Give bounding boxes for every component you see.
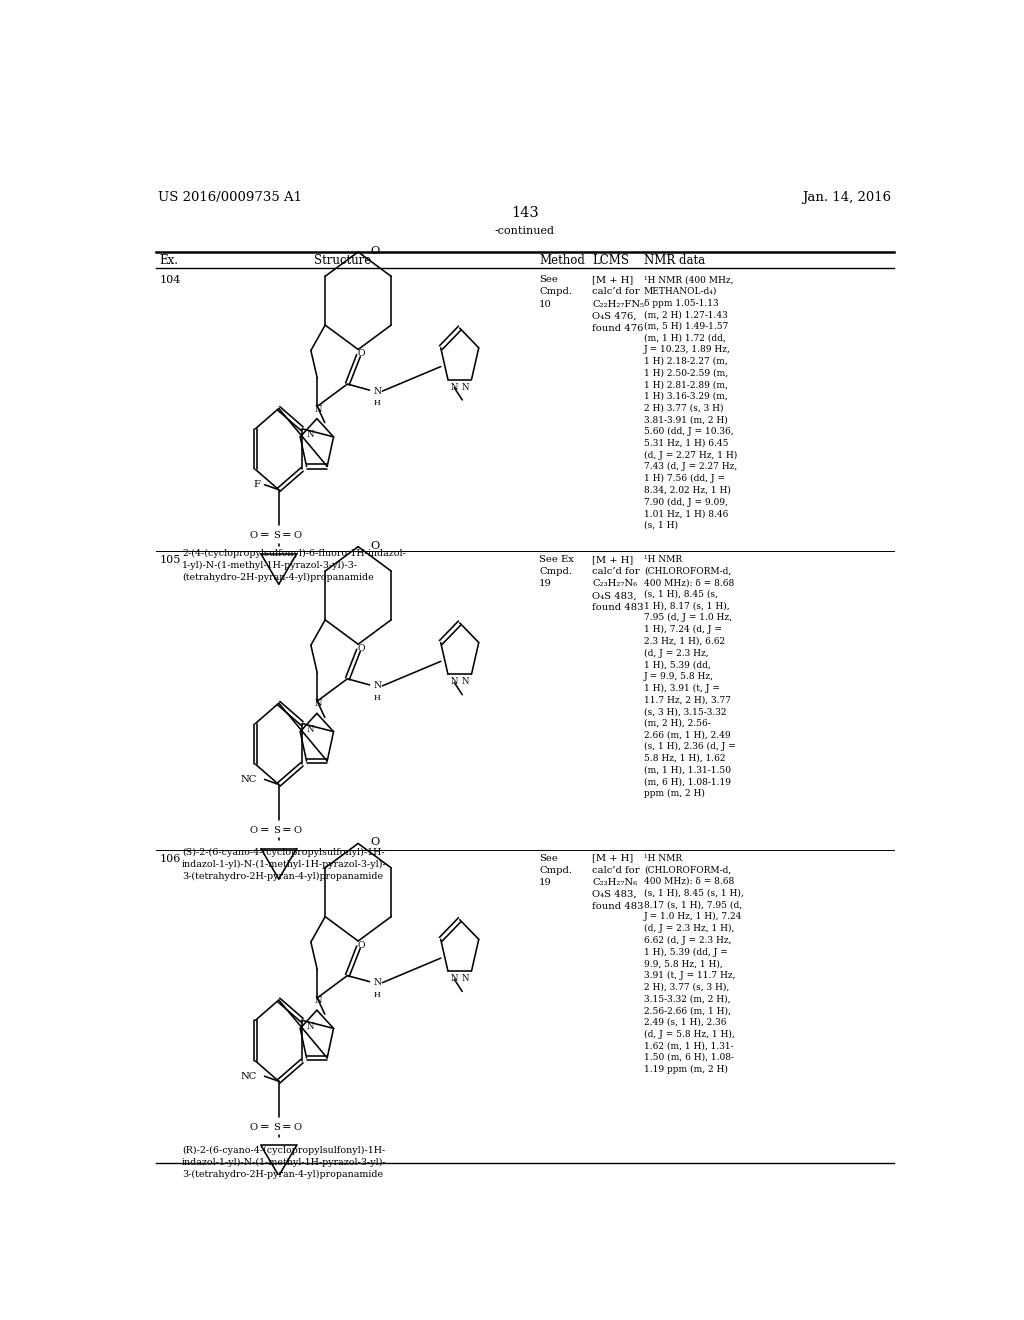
Text: NC: NC — [241, 1072, 257, 1081]
Text: N: N — [374, 681, 382, 690]
Text: O: O — [294, 1122, 302, 1131]
Text: N: N — [451, 383, 458, 392]
Text: [M + H]
calc’d for
C₂₂H₂₇FN₅
O₄S 476,
found 476: [M + H] calc’d for C₂₂H₂₇FN₅ O₄S 476, fo… — [592, 276, 644, 333]
Text: N: N — [306, 725, 314, 734]
Text: 106: 106 — [160, 854, 181, 863]
Text: =: = — [260, 1122, 269, 1133]
Text: H: H — [374, 694, 381, 702]
Text: N: N — [462, 974, 469, 983]
Text: 105: 105 — [160, 554, 181, 565]
Text: NC: NC — [241, 775, 257, 784]
Text: 104: 104 — [160, 276, 181, 285]
Text: S: S — [273, 826, 280, 834]
Text: LCMS: LCMS — [592, 253, 630, 267]
Text: N: N — [451, 974, 458, 983]
Text: -continued: -continued — [495, 226, 555, 235]
Text: N: N — [451, 677, 458, 686]
Text: =: = — [260, 531, 269, 540]
Text: S: S — [273, 531, 280, 540]
Text: H: H — [374, 400, 381, 408]
Text: =: = — [282, 825, 292, 836]
Text: See
Cmpd.
19: See Cmpd. 19 — [539, 854, 572, 887]
Text: O: O — [249, 531, 257, 540]
Text: NMR data: NMR data — [644, 253, 705, 267]
Text: =: = — [282, 531, 292, 540]
Text: O: O — [358, 348, 366, 358]
Text: N: N — [314, 404, 323, 413]
Text: N: N — [306, 1022, 314, 1031]
Text: ¹H NMR (400 MHz,
METHANOL-d₄)
δ ppm 1.05-1.13
(m, 2 H) 1.27-1.43
(m, 5 H) 1.49-1: ¹H NMR (400 MHz, METHANOL-d₄) δ ppm 1.05… — [644, 276, 737, 531]
Text: N: N — [314, 997, 323, 1005]
Text: [M + H]
calc’d for
C₂₃H₂₇N₆
O₄S 483,
found 483: [M + H] calc’d for C₂₃H₂₇N₆ O₄S 483, fou… — [592, 854, 644, 911]
Text: O: O — [294, 826, 302, 834]
Text: US 2016/0009735 A1: US 2016/0009735 A1 — [158, 190, 302, 203]
Text: F: F — [253, 480, 260, 490]
Text: N: N — [462, 383, 469, 392]
Text: ¹H NMR
(CHLOROFORM-d,
400 MHz): δ = 8.68
(s, 1 H), 8.45 (s, 1 H),
8.17 (s, 1 H),: ¹H NMR (CHLOROFORM-d, 400 MHz): δ = 8.68… — [644, 854, 743, 1073]
Text: ¹H NMR
(CHLOROFORM-d,
400 MHz): δ = 8.68
(s, 1 H), 8.45 (s,
1 H), 8.17 (s, 1 H),: ¹H NMR (CHLOROFORM-d, 400 MHz): δ = 8.68… — [644, 554, 735, 799]
Text: O: O — [370, 246, 379, 256]
Text: (R)-2-(6-cyano-4-(cyclopropylsulfonyl)-1H-
indazol-1-yl)-N-(1-methyl-1H-pyrazol-: (R)-2-(6-cyano-4-(cyclopropylsulfonyl)-1… — [182, 1146, 387, 1179]
Text: 143: 143 — [511, 206, 539, 220]
Text: 2-(4-(cyclopropylsulfonyl)-6-fluoro-1H-indazol-
1-yl)-N-(1-methyl-1H-pyrazol-3-y: 2-(4-(cyclopropylsulfonyl)-6-fluoro-1H-i… — [182, 549, 406, 582]
Text: =: = — [260, 825, 269, 836]
Text: O: O — [370, 837, 379, 847]
Text: Structure: Structure — [313, 253, 371, 267]
Text: [M + H]
calc’d for
C₂₃H₂₇N₆
O₄S 483,
found 483: [M + H] calc’d for C₂₃H₂₇N₆ O₄S 483, fou… — [592, 554, 644, 612]
Text: O: O — [370, 541, 379, 550]
Text: O: O — [358, 941, 366, 949]
Text: S: S — [273, 1122, 280, 1131]
Text: See Ex
Cmpd.
19: See Ex Cmpd. 19 — [539, 554, 574, 589]
Text: O: O — [249, 1122, 257, 1131]
Text: See
Cmpd.
10: See Cmpd. 10 — [539, 276, 572, 309]
Text: N: N — [462, 677, 469, 686]
Text: (S)-2-(6-cyano-4-(cyclopropylsulfonyl)-1H-
indazol-1-yl)-N-(1-methyl-1H-pyrazol-: (S)-2-(6-cyano-4-(cyclopropylsulfonyl)-1… — [182, 847, 387, 880]
Text: Jan. 14, 2016: Jan. 14, 2016 — [803, 190, 892, 203]
Text: N: N — [314, 700, 323, 709]
Text: Ex.: Ex. — [160, 253, 179, 267]
Text: N: N — [374, 387, 382, 396]
Text: O: O — [294, 531, 302, 540]
Text: N: N — [306, 430, 314, 440]
Text: =: = — [282, 1122, 292, 1133]
Text: Method: Method — [539, 253, 585, 267]
Text: O: O — [358, 644, 366, 653]
Text: N: N — [374, 978, 382, 987]
Text: O: O — [249, 826, 257, 834]
Text: H: H — [374, 991, 381, 999]
